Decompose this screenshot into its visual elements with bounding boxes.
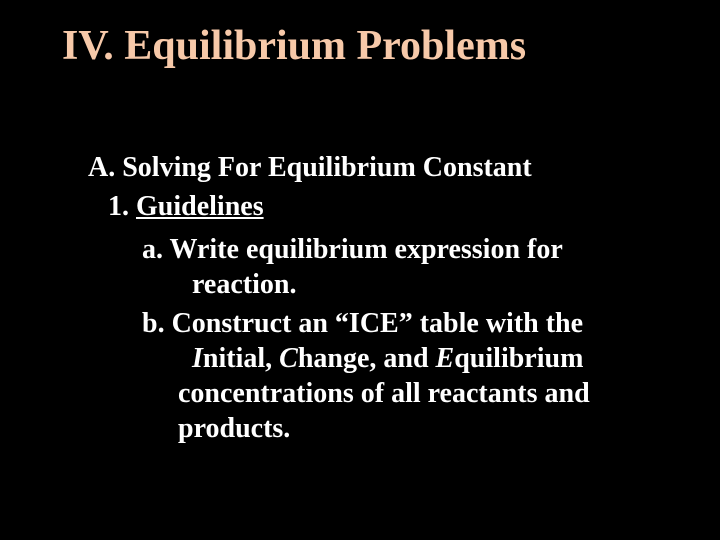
section-a-heading: A. Solving For Equilibrium Constant: [88, 150, 668, 185]
sub-a-prefix: a.: [142, 234, 170, 265]
sub-b-C: C: [279, 343, 298, 374]
sub-b-after-E: quilibrium: [454, 343, 583, 374]
sub-b-line2: Initial, Change, and Equilibrium: [142, 341, 668, 376]
sub-b-I: I: [192, 343, 203, 374]
slide-title: IV. Equilibrium Problems: [62, 22, 526, 70]
sub-items: a. Write equilibrium expression for reac…: [142, 232, 668, 446]
sub-a-line1: Write equilibrium expression for: [170, 234, 563, 265]
sub-b-E: E: [436, 343, 455, 374]
sub-b-line3: concentrations of all reactants and: [142, 376, 668, 411]
slide: IV. Equilibrium Problems A. Solving For …: [0, 0, 720, 540]
sub-b-after-C: hange, and: [298, 343, 436, 374]
sub-b-line4: products.: [142, 411, 668, 446]
item-1-prefix: 1.: [108, 191, 136, 222]
sub-a-line2: reaction.: [142, 267, 668, 302]
sub-b: b. Construct an “ICE” table with the Ini…: [142, 306, 668, 446]
sub-a: a. Write equilibrium expression for reac…: [142, 232, 668, 302]
item-1: 1. Guidelines: [108, 189, 668, 224]
slide-body: A. Solving For Equilibrium Constant 1. G…: [88, 150, 668, 450]
sub-b-line1: Construct an “ICE” table with the: [172, 308, 583, 339]
sub-b-prefix: b.: [142, 308, 172, 339]
item-1-label: Guidelines: [136, 191, 264, 222]
sub-b-after-I: nitial,: [203, 343, 279, 374]
